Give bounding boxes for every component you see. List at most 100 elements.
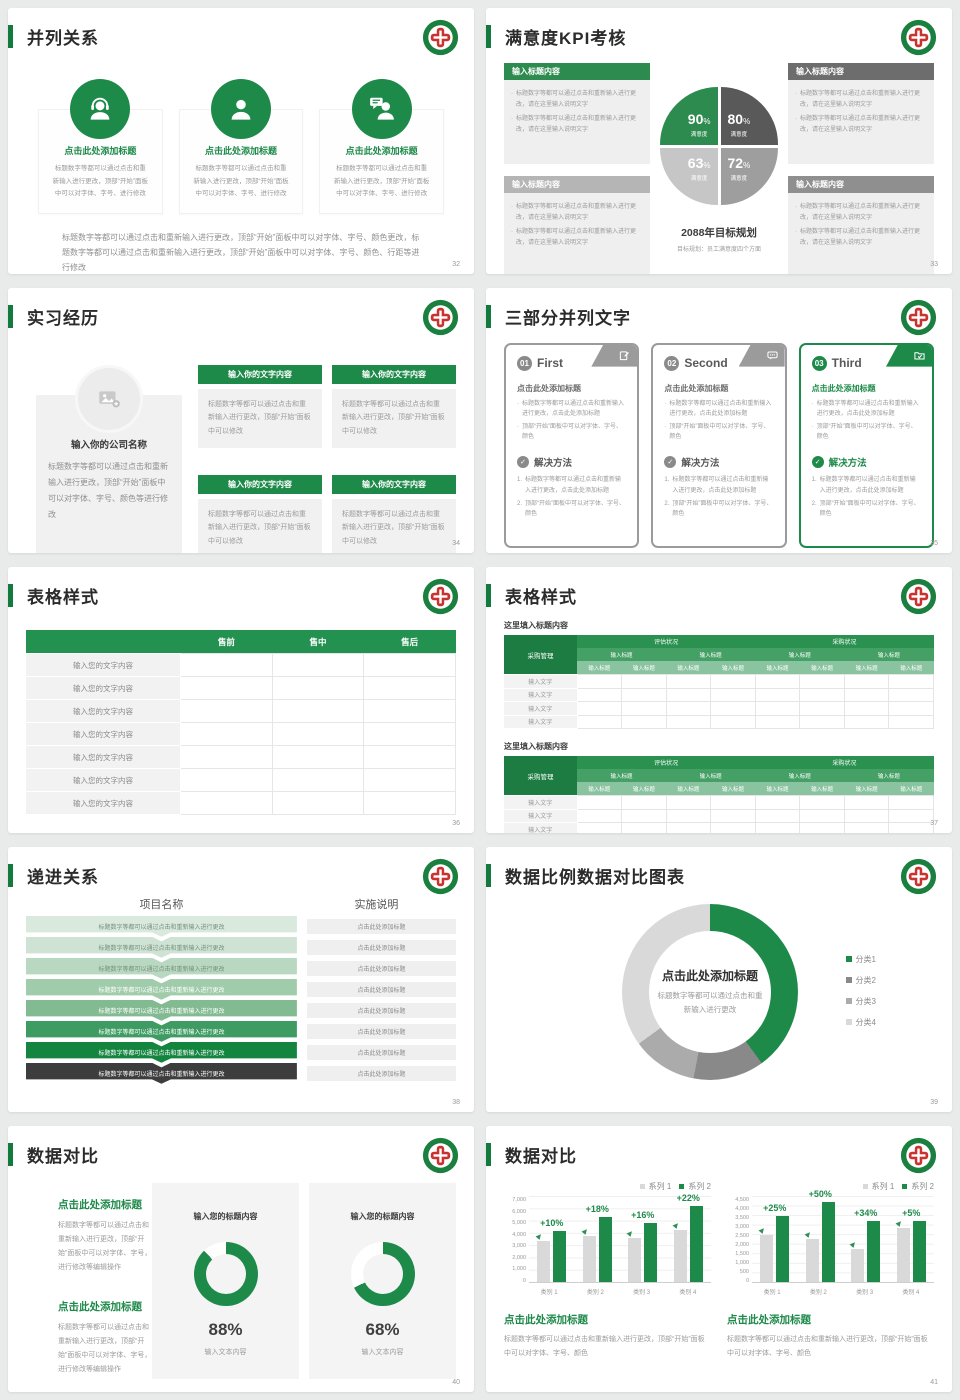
solution-title: 解决方法: [828, 458, 867, 470]
y-tick-label: 4,500: [735, 1197, 749, 1204]
impl-label: 点击此处添加标题: [306, 939, 456, 955]
card-header: 输入您的标题内容: [193, 1212, 258, 1222]
bar-series1: [851, 1248, 865, 1283]
slide-title: 并列关系: [27, 29, 99, 48]
y-tick-label: 1,000: [735, 1259, 749, 1266]
bar-group: +16% ▲: [620, 1196, 666, 1283]
legend-label: 分类1: [855, 954, 876, 964]
bar-series1: [805, 1239, 819, 1283]
chevron-bar: 标题数字等都可以通过点击和重新输入进行更改: [26, 1020, 297, 1042]
chevron-bar: 标题数字等都可以通过点击和重新输入进行更改: [26, 936, 297, 958]
bar-series1: [537, 1240, 551, 1283]
slide-37-table-style: 表格样式 这里填入标题内容 采购管理 评估状况 采购状况 输入标题 输入标题 输入标…: [486, 567, 952, 833]
y-tick-label: 2,000: [735, 1242, 749, 1249]
progression-row: 标题数字等都可以通过点击和重新输入进行更改 点击此处添加标题: [26, 1041, 456, 1063]
bullet-item: 标题数字等都可以通过点击和重新输入进行更改，请在这里输入说明文字: [511, 227, 643, 248]
bullet-item: 标题数字等都可以通过点击和重新输入进行更改，请在这里输入说明文字: [511, 89, 643, 110]
slide-title: 实习经历: [27, 308, 99, 328]
step-item: 标题数字等都可以通过点击和重新输入进行更改，点击此处添加标题: [819, 477, 916, 494]
bar-series1: [896, 1227, 910, 1283]
table-row: 输入您的文字内容: [26, 676, 456, 701]
percent-cards: 输入您的标题内容 88% 输入文本内容 输入您的标题内容 68% 输入文本内容: [152, 1183, 456, 1380]
legend-label: 系列 1: [871, 1182, 895, 1192]
quadrant-label: 满意度: [690, 131, 708, 138]
step-item: 顶部“开始”面板中可以对字体、字号、颜色: [819, 500, 920, 517]
page-number: 34: [452, 540, 460, 548]
progression-rows: 标题数字等都可以通过点击和重新输入进行更改 点击此处添加标题 标题数字等都可以通过点…: [26, 915, 456, 1084]
x-category-label: 类别 2: [809, 1290, 827, 1297]
donut-title: 点击此处添加标题: [661, 969, 758, 984]
folder-check-icon: [885, 344, 932, 367]
table-row: 输入文字: [504, 714, 934, 730]
kpi-box: 输入标题内容 标题数字等都可以通过点击和重新输入进行更改，请在这里输入说明文字 …: [788, 176, 934, 274]
bar-series2: [644, 1223, 658, 1283]
card-body: 标题数字等都可以通过点击和重新输入进行更改，顶部“开始”面板中可以对字体、字号、…: [193, 165, 289, 198]
pie-quadrant: 80% 满意度: [720, 87, 778, 145]
kpi-left-column: 输入标题内容 标题数字等都可以通过点击和重新输入进行更改，请在这里输入说明文字 …: [504, 63, 650, 274]
data-compare-layout: 点击此处添加标题 标题数字等都可以通过点击和重新输入进行更改，顶部“开始”面板中…: [26, 1173, 456, 1380]
quadrant-label: 满意度: [730, 131, 748, 138]
pie-quadrant: 63% 满意度: [660, 147, 718, 205]
title-accent-bar: [8, 863, 13, 887]
bar-series2: [821, 1202, 835, 1283]
complex-table: 采购管理 评估状况 采购状况 输入标题 输入标题 输入标题 输入标题 输入标题 输入标题…: [504, 635, 934, 730]
company-body: 标题数字等都可以通过点击和重新输入进行更改，顶部“开始”面板中可以对字体、字号、…: [48, 461, 168, 519]
bullet-item: 顶部“开始”面板中可以对字体、字号、颜色: [816, 423, 917, 441]
slide-36-table-style: 表格样式 售前 售中 售后 输入您的文字内容 输入您的文字内容 输入您的文字内容…: [8, 567, 474, 833]
bar-group: +50% ▲: [798, 1189, 844, 1283]
progression-row: 标题数字等都可以通过点击和重新输入进行更改 点击此处添加标题: [26, 957, 456, 979]
progression-row: 标题数字等都可以通过点击和重新输入进行更改 点击此处添加标题: [26, 936, 456, 958]
bar-series1: [673, 1229, 687, 1283]
bar-series2: [689, 1206, 703, 1283]
percent-value: 68%: [365, 1320, 400, 1340]
delta-label: +5%: [902, 1208, 921, 1219]
x-category-label: 类别 1: [540, 1290, 558, 1297]
y-tick-label: 0: [745, 1277, 749, 1284]
card-heading: 点击此处添加标题: [811, 383, 876, 393]
bar-series2: [867, 1221, 881, 1283]
column-item: 点击此处添加标题 标题数字等都可以通过点击和重新输入进行更改，顶部“开始”面板中…: [319, 79, 445, 215]
card-third: 03 Third 点击此处添加标题 · 标题数字等都可以通过点击和重新输入进行更改，…: [798, 342, 934, 548]
grouped-bar-chart: 4,500 4,000 3,500 3,000 2,500 2,000 1,500 1,000…: [727, 1189, 934, 1284]
delta-label: +16%: [631, 1210, 655, 1221]
title-accent-bar: [486, 584, 491, 608]
card-title: 点击此处添加标题: [205, 146, 278, 156]
card-body: 标题数字等都可以通过点击和重新输入进行更改，顶部“开始”面板中可以对字体、字号、…: [52, 165, 148, 198]
chart-legend: 分类1 分类2 分类3 分类4: [845, 954, 876, 1028]
page-number: 40: [452, 1379, 460, 1386]
text-box-body: 标题数字等都可以通过点击和重新输入进行更改，顶部“开始”面板中可以修改: [198, 498, 322, 554]
percent-caption: 输入文本内容: [361, 1349, 404, 1357]
bar-series1: [628, 1237, 642, 1283]
donut-center-text: 点击此处添加标题 标题数字等都可以通过点击和重新输入进行更改: [622, 904, 798, 1080]
bullet-item: 标题数字等都可以通过点击和重新输入进行更改，请在这里输入说明文字: [795, 227, 927, 248]
title-accent-bar: [8, 584, 13, 608]
page-number: 37: [930, 819, 938, 827]
delta-label: +25%: [763, 1202, 787, 1213]
y-tick-label: 3,500: [735, 1215, 749, 1222]
delta-label: +34%: [854, 1208, 878, 1219]
chart-legend: 系列 1 系列 2: [727, 1181, 934, 1192]
text-box-body: 标题数字等都可以通过点击和重新输入进行更改，顶部“开始”面板中可以修改: [198, 388, 322, 448]
y-axis: 4,500 4,000 3,500 3,000 2,500 2,000 1,500 1,000…: [727, 1196, 752, 1284]
delta-label: +10%: [540, 1217, 564, 1228]
legend-swatch: [639, 1184, 645, 1190]
headset-agent-icon: [70, 79, 131, 139]
text-box-header: 输入你的文字内容: [332, 364, 456, 384]
bullet-item: 标题数字等都可以通过点击和重新输入进行更改，请在这里输入说明文字: [795, 89, 927, 110]
pie-quadrant: 90% 满意度: [660, 87, 718, 145]
progression-row: 标题数字等都可以通过点击和重新输入进行更改 点击此处添加标题: [26, 1020, 456, 1042]
image-placeholder-icon: [75, 364, 143, 433]
bar-series2: [912, 1221, 926, 1283]
bullet-item: 标题数字等都可以通过点击和重新输入进行更改，请在这里输入说明文字: [511, 202, 643, 223]
card-number: 02: [664, 355, 680, 371]
bullet-item: 顶部“开始”面板中可以对字体、字号、颜色: [669, 423, 770, 441]
step-item: 顶部“开始”面板中可以对字体、字号、颜色: [672, 500, 773, 517]
slide-35-three-parts: 三部分并列文字 01 First 点击此处添加标题 · 标题数字等都可以通过点击和重…: [486, 287, 952, 554]
x-category-label: 类别 1: [763, 1290, 781, 1297]
delta-label: +22%: [676, 1193, 700, 1204]
card-title: 点击此处添加标题: [64, 146, 137, 156]
x-category-label: 类别 4: [679, 1290, 697, 1297]
percent-card: 输入您的标题内容 88% 输入文本内容: [152, 1183, 299, 1380]
legend-label: 分类3: [855, 996, 876, 1006]
bullet-item: 标题数字等都可以通过点击和重新输入进行更改，请在这里输入说明文字: [795, 202, 927, 223]
